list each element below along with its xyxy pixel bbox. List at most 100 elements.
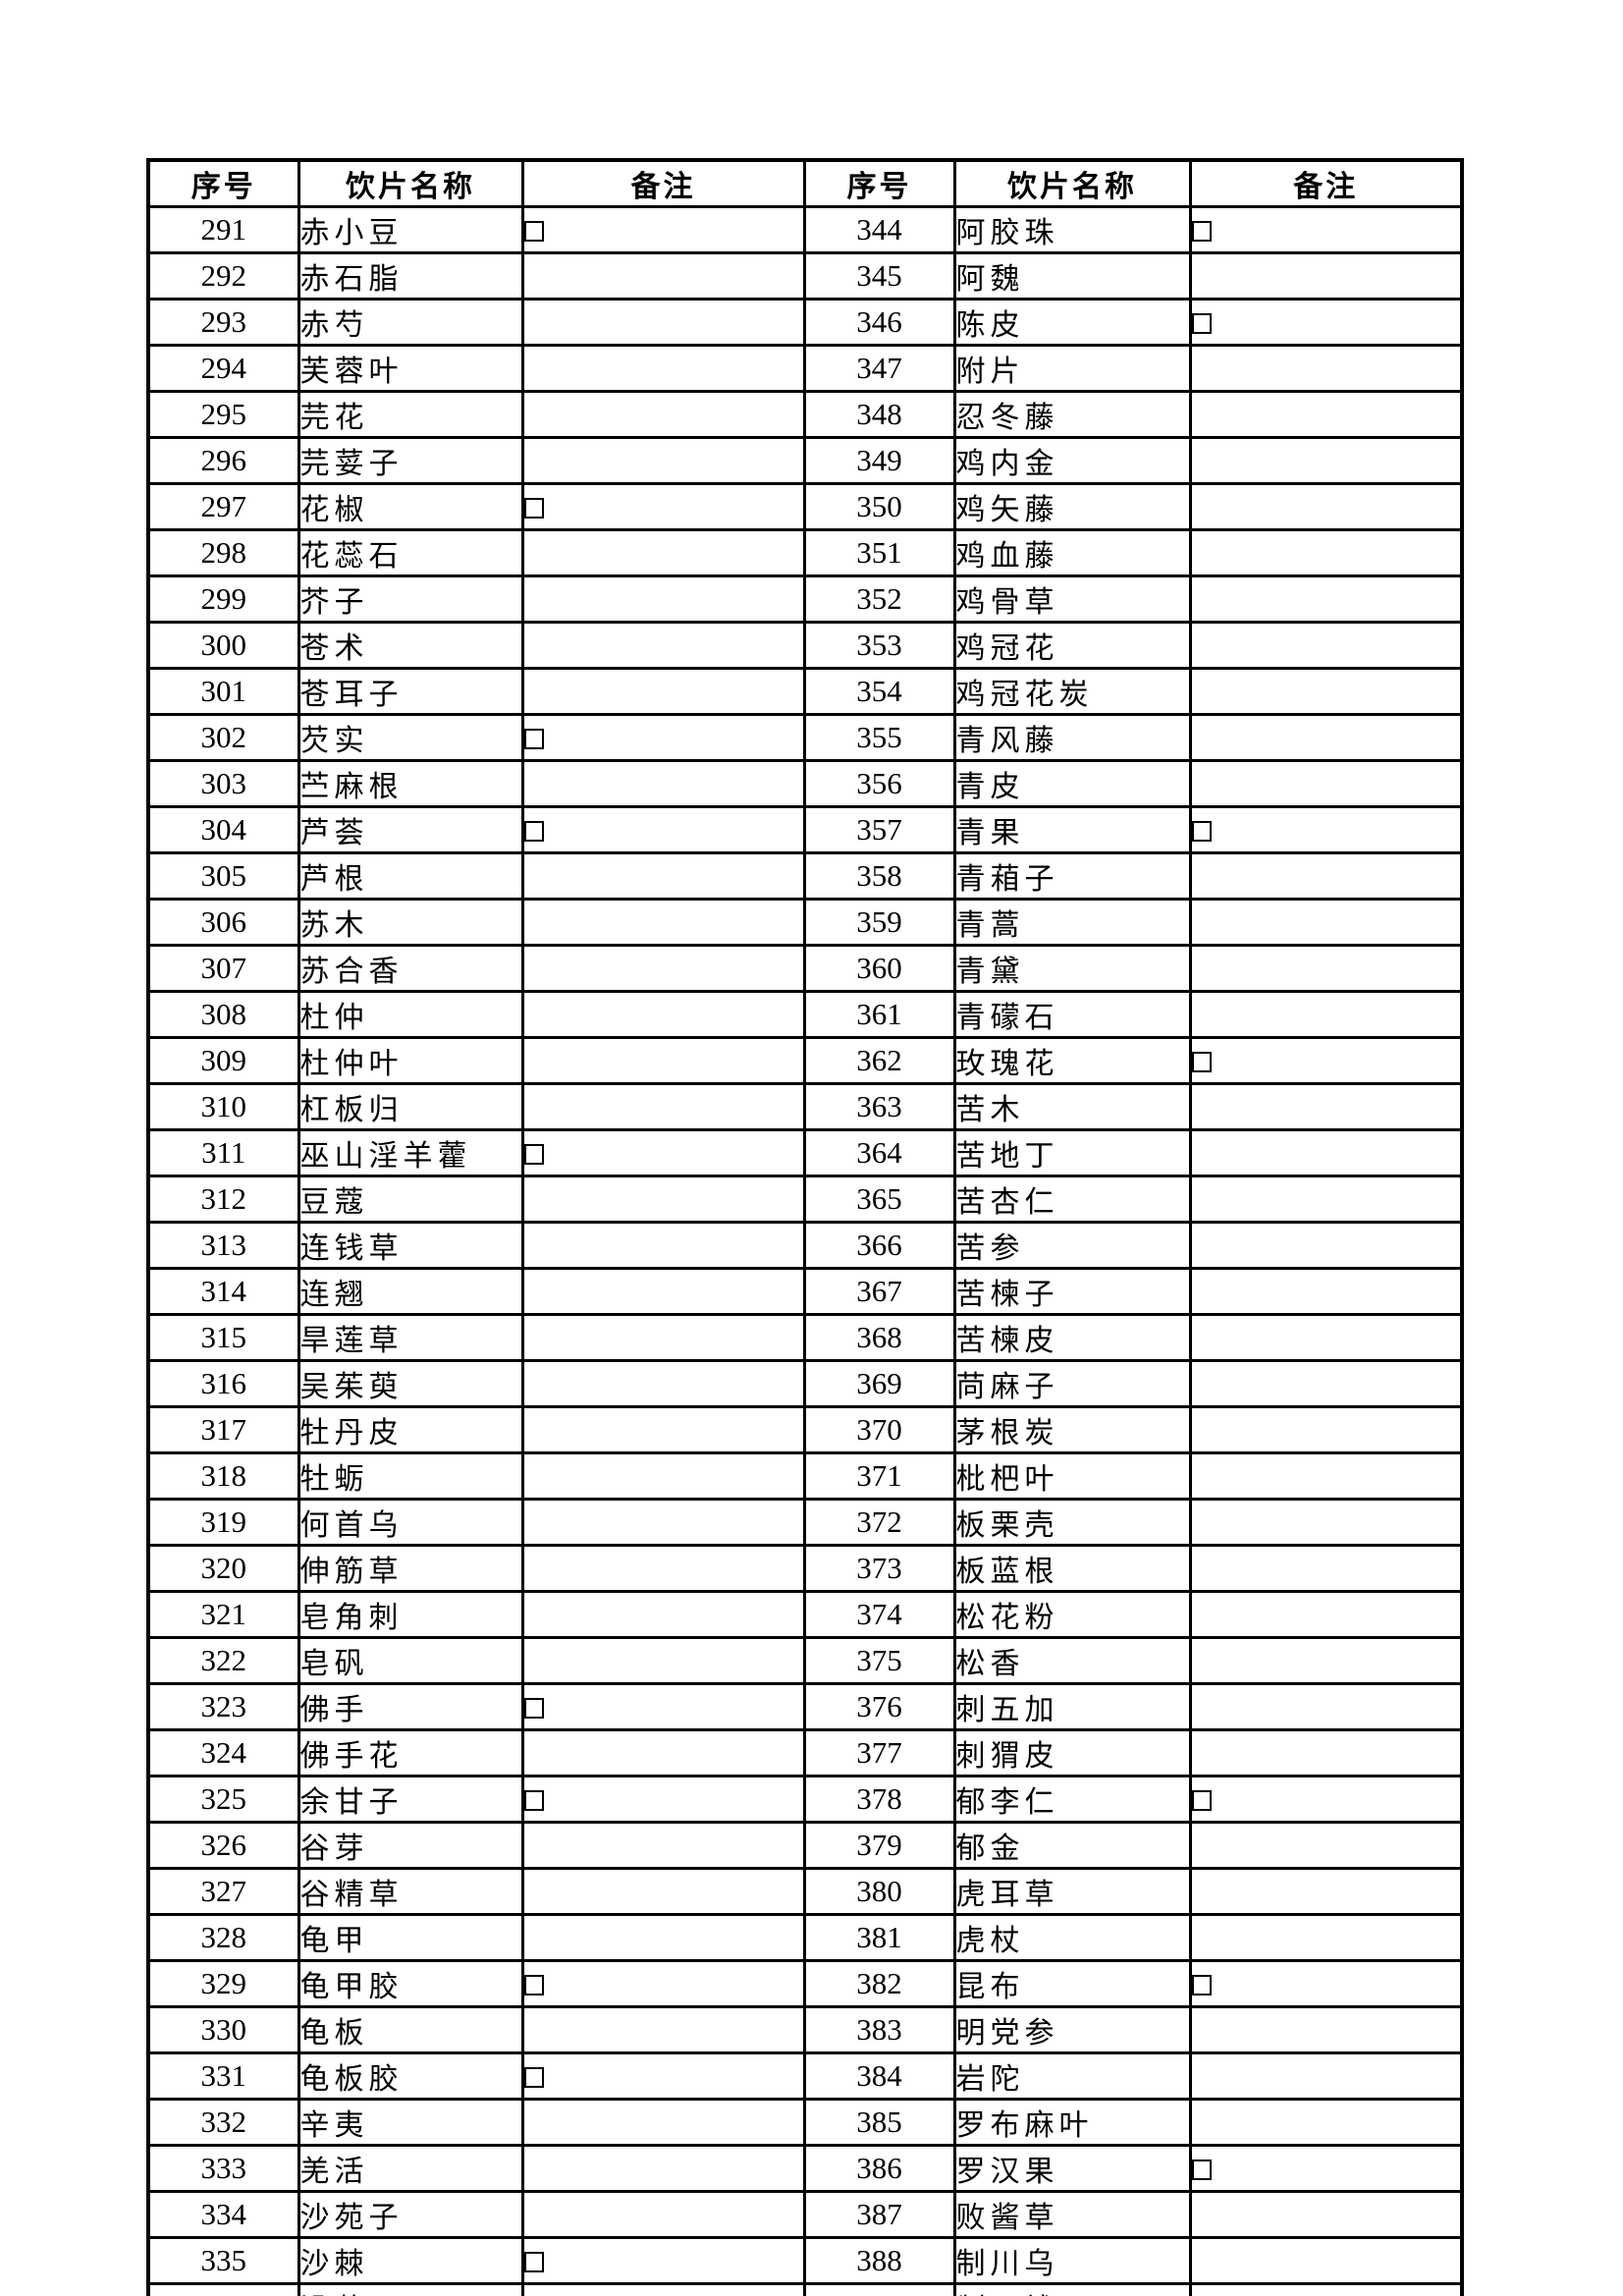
row-name-cell: 青葙子 [952,851,1192,901]
row-remark-cell [1188,1498,1464,1547]
row-number-cell: 321 [146,1590,300,1639]
row-name-cell: 何首乌 [297,1498,524,1547]
row-remark-cell [1188,251,1464,301]
row-name-cell: 罗汉果 [952,2144,1192,2193]
row-name-cell: 苦参 [952,1221,1192,1270]
row-remark-cell [1188,1821,1464,1870]
row-remark-cell [1188,898,1464,947]
row-remark-cell [1188,298,1464,347]
row-remark-cell [520,528,806,577]
row-number-cell: 295 [146,390,300,439]
row-name-cell: 芫荽子 [297,436,524,485]
row-remark-cell [1188,1867,1464,1916]
row-number-cell: 316 [146,1359,300,1408]
checkbox-icon [525,1790,544,1811]
row-remark-cell [1188,436,1464,485]
table-row: 316 吴茱萸 369 苘麻子 [146,1359,1464,1408]
row-name-cell: 芦根 [297,851,524,901]
row-number-cell: 301 [146,667,300,716]
row-name-cell: 龟板 [297,2005,524,2054]
row-remark-cell [520,621,806,670]
table-row: 293 赤芍 346 陈皮 [146,298,1464,347]
row-number-cell: 346 [802,298,956,347]
row-remark-cell [520,1959,806,2008]
row-number-cell: 328 [146,1913,300,1962]
row-number-cell: 353 [802,621,956,670]
row-remark-cell [520,1821,806,1870]
table-row: 332 辛夷 385 罗布麻叶 [146,2098,1464,2147]
row-number-cell: 366 [802,1221,956,1270]
row-name-cell: 龟甲胶 [297,1959,524,2008]
row-number-cell: 368 [802,1313,956,1362]
row-remark-cell [520,1221,806,1270]
row-remark-cell [520,1359,806,1408]
table-row: 330 龟板 383 明党参 [146,2005,1464,2054]
row-name-cell: 制马钱子 [952,2282,1192,2296]
row-remark-cell [520,2051,806,2101]
row-number-cell: 308 [146,990,300,1039]
row-name-cell: 苎麻根 [297,759,524,808]
row-name-cell: 陈皮 [952,298,1192,347]
row-number-cell: 372 [802,1498,956,1547]
row-name-cell: 松香 [952,1636,1192,1685]
row-name-cell: 青蒿 [952,898,1192,947]
checkbox-icon [525,821,544,842]
row-name-cell: 羌活 [297,2144,524,2193]
row-remark-cell [520,1082,806,1131]
header-row: 序号 饮片名称 备注 序号 饮片名称 备注 [146,158,1464,208]
row-name-cell: 鸡冠花炭 [952,667,1192,716]
row-name-cell: 花椒 [297,482,524,531]
row-remark-cell [520,805,806,854]
table-row: 302 芡实 355 青风藤 [146,713,1464,762]
row-number-cell: 360 [802,944,956,993]
table-row: 326 谷芽 379 郁金 [146,1821,1464,1870]
checkbox-icon [525,1698,544,1719]
row-number-cell: 385 [802,2098,956,2147]
row-number-cell: 322 [146,1636,300,1685]
row-remark-cell [1188,2236,1464,2285]
row-name-cell: 芦荟 [297,805,524,854]
row-name-cell: 赤芍 [297,298,524,347]
checkbox-icon [1193,2159,1212,2180]
checkbox-icon [1193,821,1212,842]
row-name-cell: 余甘子 [297,1775,524,1824]
table-row: 327 谷精草 380 虎耳草 [146,1867,1464,1916]
row-remark-cell [520,1682,806,1731]
row-number-cell: 355 [802,713,956,762]
row-number-cell: 291 [146,205,300,254]
table-row: 319 何首乌 372 板栗壳 [146,1498,1464,1547]
checkbox-icon [525,1144,544,1165]
row-number-cell: 361 [802,990,956,1039]
row-remark-cell [1188,2282,1464,2296]
row-remark-cell [1188,2190,1464,2239]
row-name-cell: 苦地丁 [952,1128,1192,1177]
row-remark-cell [1188,1313,1464,1362]
row-name-cell: 忍冬藤 [952,390,1192,439]
row-name-cell: 茅根炭 [952,1405,1192,1454]
row-number-cell: 292 [146,251,300,301]
row-remark-cell [1188,990,1464,1039]
row-number-cell: 303 [146,759,300,808]
row-name-cell: 附片 [952,344,1192,393]
medicine-table: 序号 饮片名称 备注 序号 饮片名称 备注 291 赤小豆 344 阿胶珠 292 赤石脂… [146,158,1464,2296]
header-remark-left: 备注 [520,158,806,208]
row-remark-cell [520,759,806,808]
row-name-cell: 辛夷 [297,2098,524,2147]
row-remark-cell [1188,1036,1464,1085]
row-name-cell: 佛手花 [297,1728,524,1777]
row-number-cell: 380 [802,1867,956,1916]
table-row: 296 芫荽子 349 鸡内金 [146,436,1464,485]
row-remark-cell [1188,944,1464,993]
row-name-cell: 青黛 [952,944,1192,993]
row-remark-cell [520,1405,806,1454]
row-number-cell: 344 [802,205,956,254]
row-number-cell: 331 [146,2051,300,2101]
table-row: 328 龟甲 381 虎杖 [146,1913,1464,1962]
row-name-cell: 苦楝子 [952,1267,1192,1316]
row-number-cell: 299 [146,574,300,624]
row-name-cell: 牡蛎 [297,1451,524,1501]
row-remark-cell [1188,1359,1464,1408]
checkbox-icon [1193,1052,1212,1072]
row-number-cell: 302 [146,713,300,762]
row-name-cell: 谷精草 [297,1867,524,1916]
